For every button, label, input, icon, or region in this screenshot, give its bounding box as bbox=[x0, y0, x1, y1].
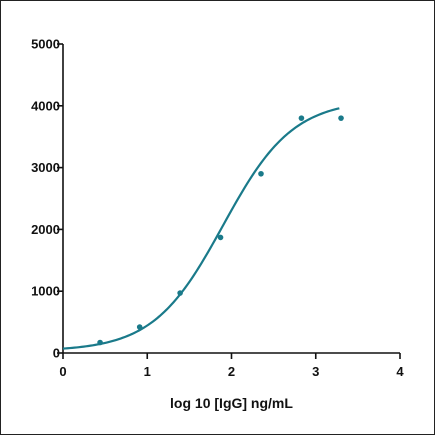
data-point bbox=[298, 115, 305, 121]
y-axis-ticks: 0 1000 2000 3000 4000 5000 bbox=[31, 37, 63, 361]
fit-curve bbox=[62, 107, 340, 350]
data-point bbox=[136, 324, 143, 330]
y-tick-label: 2000 bbox=[31, 222, 60, 237]
y-tick-label: 4000 bbox=[31, 98, 60, 113]
data-point bbox=[338, 115, 344, 121]
x-axis-ticks: 0 1 2 3 4 bbox=[59, 353, 404, 379]
x-tick-label: 3 bbox=[312, 364, 319, 379]
y-tick-label: 0 bbox=[53, 346, 60, 361]
y-tick-label: 3000 bbox=[31, 160, 60, 175]
x-tick-label: 2 bbox=[228, 364, 235, 379]
data-point bbox=[258, 170, 264, 177]
x-tick-label: 0 bbox=[59, 364, 66, 379]
y-tick-label: 5000 bbox=[31, 37, 60, 52]
x-tick-label: 4 bbox=[396, 364, 404, 379]
data-point bbox=[177, 290, 183, 296]
data-point bbox=[97, 339, 103, 346]
data-point bbox=[217, 234, 224, 241]
data-points bbox=[97, 115, 344, 346]
x-axis-title: log 10 [IgG] ng/mL bbox=[170, 395, 293, 411]
axes bbox=[62, 44, 400, 354]
y-tick-label: 1000 bbox=[31, 284, 60, 299]
x-tick-label: 1 bbox=[144, 364, 151, 379]
